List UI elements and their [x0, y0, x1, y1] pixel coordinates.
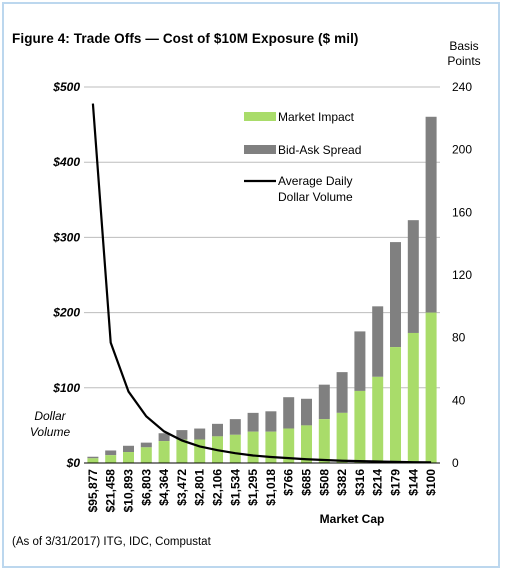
y-right-tick-label: 240	[452, 80, 472, 94]
x-axis-title: Market Cap	[320, 512, 385, 526]
legend-swatch-bid-ask-spread	[244, 145, 276, 154]
y-right-tick-label: 40	[452, 393, 466, 407]
legend-swatch-market-impact	[244, 112, 276, 121]
bar-bid-ask-spread	[229, 419, 241, 435]
bar-market-impact	[283, 428, 295, 463]
x-tick-label: $10,893	[122, 469, 136, 513]
legend-label-volume: Dollar Volume	[278, 190, 353, 204]
legend-label-volume: Average Daily	[278, 174, 352, 188]
x-tick-label: $1,295	[246, 469, 260, 506]
x-tick-label: $382	[335, 469, 349, 496]
y-left-tick-label: $400	[52, 155, 80, 169]
bar-market-impact	[301, 425, 312, 463]
y-left-tick-label: $300	[52, 230, 80, 244]
x-tick-label: $2,106	[211, 469, 225, 506]
bar-market-impact	[425, 312, 437, 463]
y-right-tick-label: 160	[452, 205, 472, 219]
bar-bid-ask-spread	[407, 220, 419, 333]
x-tick-label: $1,018	[264, 469, 278, 506]
source-note: (As of 3/31/2017) ITG, IDC, Compustat	[12, 536, 211, 548]
y-left-axis-title: Dollar Volume	[30, 409, 71, 439]
bar-bid-ask-spread	[140, 442, 152, 448]
bar-market-impact	[265, 431, 277, 463]
bar-bid-ask-spread	[194, 428, 206, 440]
x-tick-label: $2,801	[193, 469, 207, 506]
legend-label-market-impact: Market Impact	[278, 110, 355, 124]
bar-bid-ask-spread	[176, 430, 188, 440]
bar-market-impact	[158, 441, 170, 463]
bar-bid-ask-spread	[123, 445, 134, 453]
bar-market-impact	[336, 412, 348, 463]
x-tick-label: $179	[389, 469, 403, 496]
bar-bid-ask-spread	[354, 331, 366, 391]
bar-market-impact	[247, 431, 259, 463]
bar-bid-ask-spread	[247, 412, 259, 432]
y-left-tick-label: $100	[52, 381, 80, 395]
bar-bid-ask-spread	[301, 398, 312, 426]
bar-market-impact	[87, 458, 99, 463]
x-tick-label: $3,472	[175, 469, 189, 506]
bar-market-impact	[390, 347, 401, 463]
y-right-tick-label: 120	[452, 268, 472, 282]
bars	[87, 116, 437, 463]
x-tick-label: $144	[406, 469, 420, 496]
bar-market-impact	[105, 455, 117, 463]
x-tick-label: $214	[371, 469, 385, 496]
x-tick-label: $21,458	[104, 469, 118, 513]
x-tick-label: $100	[424, 469, 438, 496]
x-tick-label: $95,877	[86, 469, 100, 513]
bar-bid-ask-spread	[87, 456, 99, 459]
x-tick-label: $766	[282, 469, 296, 496]
y-right-tick-label: 0	[452, 456, 459, 470]
bar-bid-ask-spread	[105, 450, 117, 456]
x-tick-label: $685	[300, 469, 314, 496]
bar-bid-ask-spread	[283, 397, 295, 429]
bar-bid-ask-spread	[212, 423, 223, 437]
figure-title: Figure 4: Trade Offs — Cost of $10M Expo…	[12, 31, 359, 46]
legend-label-bid-ask-spread: Bid-Ask Spread	[278, 143, 361, 157]
bar-market-impact	[318, 419, 330, 463]
y-right-tick-label: 80	[452, 331, 466, 345]
y-right-axis-title: Basis Points	[447, 39, 480, 68]
volume-line	[91, 103, 432, 464]
y-left-tick-label: $500	[52, 80, 80, 94]
bar-market-impact	[372, 376, 384, 463]
legend: Market Impact Bid-Ask Spread Average Daily…	[244, 110, 361, 204]
axes: $0 $100 $200 $300 $400 $500 0 40 80 120 160 200 240 B…	[30, 39, 481, 526]
gridlines	[84, 86, 440, 389]
bar-bid-ask-spread	[265, 411, 277, 432]
bar-market-impact	[140, 447, 152, 463]
bar-market-impact	[176, 439, 188, 463]
bar-market-impact	[354, 390, 366, 463]
x-tick-label: $6,803	[139, 469, 153, 506]
bar-market-impact	[194, 439, 206, 463]
x-tick-label: $4,364	[157, 469, 171, 506]
bar-market-impact	[229, 434, 241, 463]
bar-bid-ask-spread	[390, 242, 401, 348]
bar-bid-ask-spread	[158, 433, 170, 442]
x-tick-label: $316	[353, 469, 367, 496]
y-left-tick-label: $0	[66, 456, 81, 470]
bar-bid-ask-spread	[318, 384, 330, 420]
bar-bid-ask-spread	[372, 306, 384, 377]
x-tick-label: $1,534	[228, 469, 242, 506]
bar-bid-ask-spread	[336, 372, 348, 413]
bar-market-impact	[407, 332, 419, 463]
bar-market-impact	[123, 452, 134, 463]
y-left-tick-label: $200	[52, 306, 80, 320]
bar-bid-ask-spread	[425, 116, 437, 313]
y-right-tick-label: 200	[452, 143, 472, 157]
x-tick-label: $508	[317, 469, 331, 496]
volume-line-path	[91, 103, 432, 464]
